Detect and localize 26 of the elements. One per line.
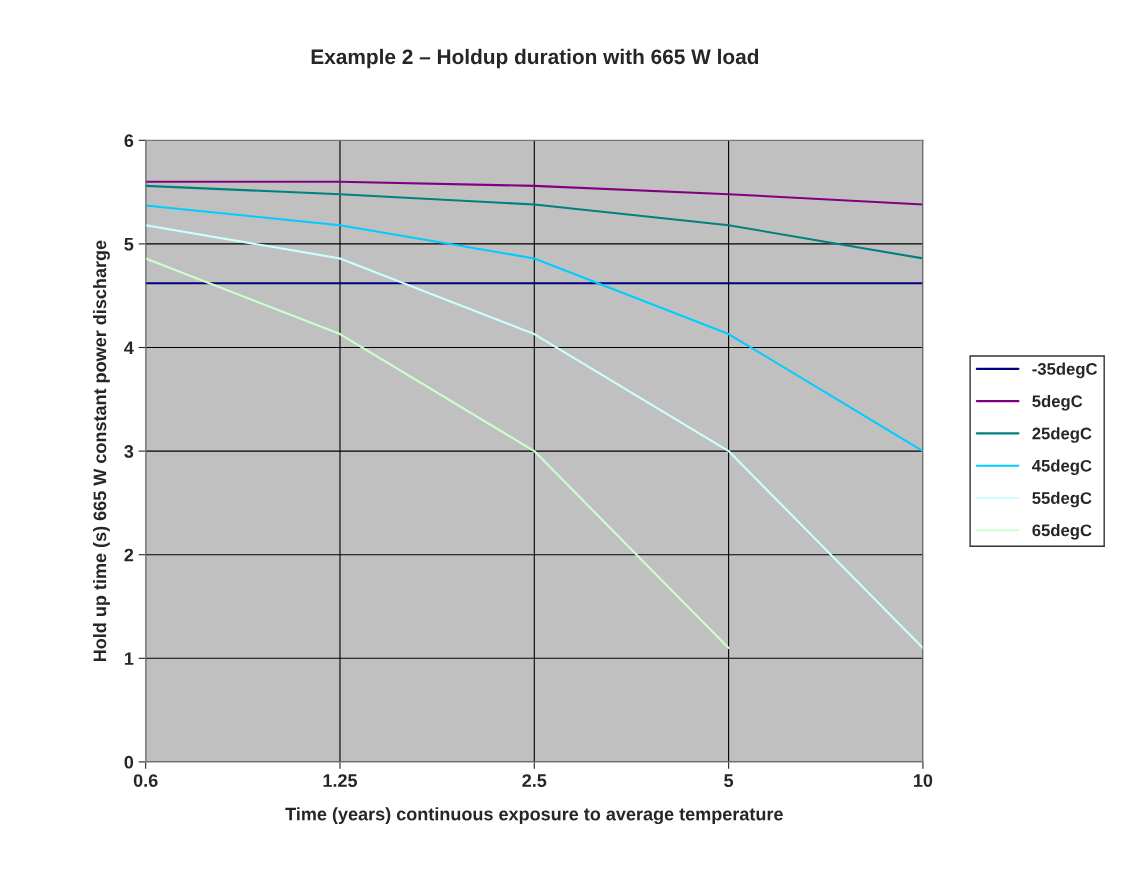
y-tick-label: 2	[124, 548, 134, 562]
x-tick-label: 10	[914, 774, 933, 787]
line-series	[145, 224, 923, 649]
y-tick-label: 0	[124, 755, 134, 769]
y-tick-label: 4	[124, 341, 134, 355]
chart-title: Example 2 – Holdup duration with 665 W load	[311, 48, 759, 69]
y-axis-title: Hold up time (s) 665 W constant power discharge	[93, 240, 110, 662]
x-tick-label: 0.6	[133, 774, 158, 787]
line-series	[145, 180, 923, 206]
y-tick-label: 3	[124, 445, 134, 458]
legend-label: 45degC	[1032, 459, 1092, 476]
legend-label: 65degC	[1032, 523, 1092, 540]
x-tick-label: 2.5	[522, 774, 547, 787]
legend-label: -35degC	[1032, 362, 1098, 379]
y-tick-label: 5	[124, 238, 134, 251]
y-tick-label: 6	[124, 134, 134, 148]
legend-label: 25degC	[1032, 427, 1092, 443]
x-tick-label: 5	[724, 774, 734, 787]
y-tick-label: 1	[124, 652, 134, 665]
x-tick-label: 1.25	[323, 774, 358, 787]
x-axis-title: Time (years) continuous exposure to average temperature	[285, 807, 783, 825]
line-series	[145, 204, 923, 453]
legend-label: 55degC	[1032, 491, 1092, 508]
legend-label: 5degC	[1032, 394, 1083, 411]
line-series	[145, 184, 923, 260]
line-series	[145, 257, 730, 649]
